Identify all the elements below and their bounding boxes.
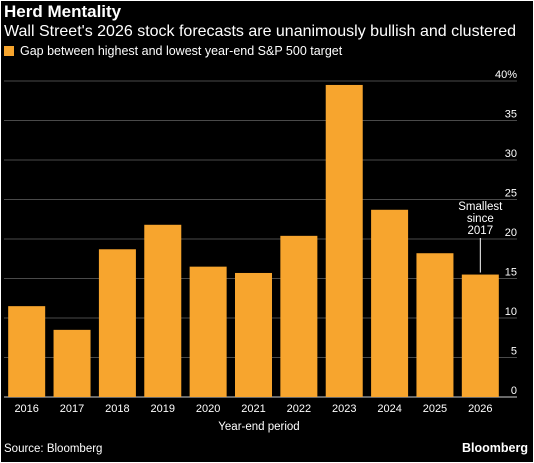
x-tick-label: 2022 bbox=[287, 403, 311, 415]
chart-title: Herd Mentality bbox=[4, 2, 122, 21]
bar-2022 bbox=[280, 235, 318, 397]
bar-2025 bbox=[416, 253, 454, 397]
y-tick-label: 35 bbox=[505, 109, 517, 121]
x-tick-label: 2018 bbox=[105, 403, 129, 415]
y-tick-label: 25 bbox=[505, 188, 517, 200]
x-axis-label: Year-end period bbox=[218, 421, 299, 433]
y-tick-label: 20 bbox=[505, 227, 517, 239]
bars bbox=[8, 84, 499, 397]
y-tick-label: 5 bbox=[511, 346, 517, 358]
source-note: Source: Bloomberg bbox=[4, 443, 102, 455]
x-tick-label: 2025 bbox=[423, 403, 447, 415]
y-tick-label: 40% bbox=[495, 69, 517, 81]
x-tick-label: 2023 bbox=[332, 403, 356, 415]
annotation-line: Smallest bbox=[458, 201, 503, 213]
x-tick-label: 2024 bbox=[377, 403, 401, 415]
x-axis-ticks: 2016 2017 2018 2019 2020 2021 2022 2023 2024 2025… bbox=[14, 403, 492, 415]
x-tick-label: 2021 bbox=[241, 403, 265, 415]
bar-2018 bbox=[98, 249, 136, 397]
legend-label: Gap between highest and lowest year-end … bbox=[20, 44, 343, 58]
annotation-line: since bbox=[467, 213, 494, 225]
y-tick-label: 0 bbox=[511, 385, 517, 397]
bar-2017 bbox=[53, 329, 91, 397]
x-tick-label: 2016 bbox=[14, 403, 38, 415]
bar-2024 bbox=[371, 209, 409, 397]
chart-subtitle: Wall Street's 2026 stock forecasts are u… bbox=[4, 23, 516, 40]
y-tick-label: 15 bbox=[505, 267, 517, 279]
y-axis-ticks: 0 5 10 15 20 25 30 35 40% bbox=[495, 69, 517, 397]
bar-2020 bbox=[189, 266, 227, 397]
bar-2026 bbox=[461, 274, 499, 397]
y-tick-label: 30 bbox=[505, 148, 517, 160]
x-tick-label: 2020 bbox=[196, 403, 220, 415]
legend-swatch bbox=[4, 46, 14, 56]
x-tick-label: 2017 bbox=[60, 403, 84, 415]
bar-2021 bbox=[235, 272, 272, 397]
bar-2023 bbox=[325, 84, 363, 397]
annotation-line: 2017 bbox=[468, 225, 494, 237]
bar-2016 bbox=[8, 306, 46, 397]
x-tick-label: 2026 bbox=[468, 403, 492, 415]
bloomberg-logo: Bloomberg bbox=[462, 441, 528, 455]
bar-2019 bbox=[144, 224, 182, 397]
y-tick-label: 10 bbox=[505, 306, 517, 318]
x-tick-label: 2019 bbox=[151, 403, 175, 415]
